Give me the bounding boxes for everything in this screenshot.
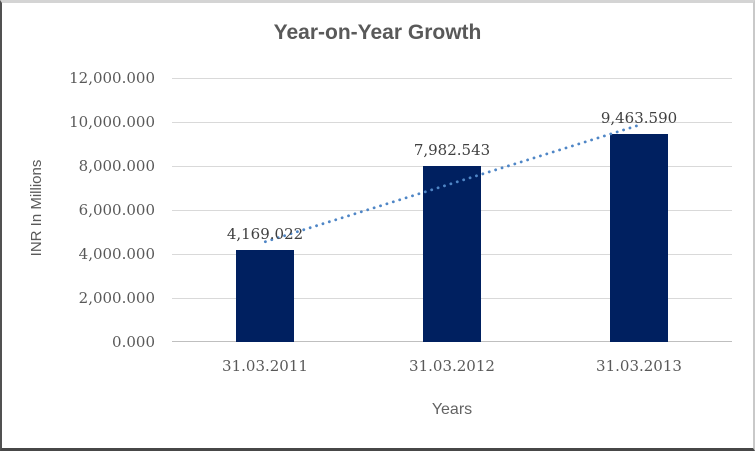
y-tick-label: 10,000.000 bbox=[69, 113, 155, 131]
y-tick-label: 8,000.000 bbox=[78, 157, 155, 175]
bar-31.03.2011[interactable] bbox=[236, 250, 294, 342]
x-tick-label: 31.03.2011 bbox=[222, 357, 308, 375]
x-tick-label: 31.03.2013 bbox=[596, 357, 682, 375]
bar-data-label: 7,982.543 bbox=[413, 141, 491, 159]
y-tick-label: 6,000.000 bbox=[78, 201, 155, 219]
gridline bbox=[172, 122, 732, 123]
y-tick-label: 0.000 bbox=[112, 333, 155, 351]
x-axis-title: Years bbox=[431, 401, 473, 418]
bar-data-label: 4,169.022 bbox=[226, 225, 304, 243]
y-tick-label: 12,000.000 bbox=[69, 69, 155, 87]
bar-data-label: 9,463.590 bbox=[600, 109, 678, 127]
y-tick-label: 2,000.000 bbox=[78, 289, 155, 307]
x-tick-label: 31.03.2012 bbox=[409, 357, 495, 375]
plot-area bbox=[172, 78, 732, 342]
bar-31.03.2013[interactable] bbox=[610, 134, 668, 342]
gridline bbox=[172, 78, 732, 79]
bar-31.03.2012[interactable] bbox=[423, 166, 481, 342]
trendline[interactable] bbox=[263, 123, 641, 244]
chart-title: Year-on-Year Growth bbox=[273, 21, 482, 44]
y-tick-label: 4,000.000 bbox=[78, 245, 155, 263]
